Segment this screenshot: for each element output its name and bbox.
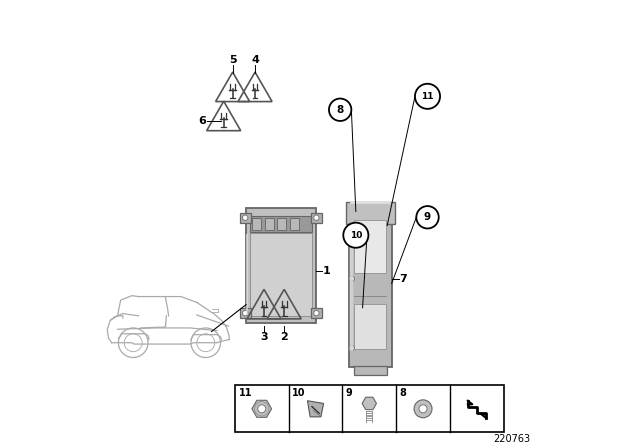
Polygon shape <box>307 401 324 417</box>
Text: 2: 2 <box>280 332 288 342</box>
FancyBboxPatch shape <box>250 216 312 232</box>
Circle shape <box>314 215 319 220</box>
Circle shape <box>417 206 439 228</box>
Text: 6: 6 <box>198 116 205 126</box>
Text: 8: 8 <box>337 105 344 115</box>
Text: 4: 4 <box>251 55 259 65</box>
Text: 11: 11 <box>421 92 434 101</box>
Text: 11: 11 <box>239 388 252 398</box>
FancyBboxPatch shape <box>346 202 396 224</box>
FancyBboxPatch shape <box>250 233 312 316</box>
Circle shape <box>329 99 351 121</box>
Text: 7: 7 <box>400 274 408 284</box>
Circle shape <box>349 345 355 351</box>
Text: 8: 8 <box>400 388 406 398</box>
FancyBboxPatch shape <box>240 308 250 318</box>
FancyBboxPatch shape <box>265 218 274 230</box>
FancyBboxPatch shape <box>311 213 322 223</box>
Circle shape <box>415 84 440 109</box>
FancyBboxPatch shape <box>290 218 299 230</box>
Text: 9: 9 <box>424 212 431 222</box>
FancyBboxPatch shape <box>355 220 387 273</box>
FancyBboxPatch shape <box>246 208 316 323</box>
FancyBboxPatch shape <box>355 304 387 349</box>
FancyBboxPatch shape <box>235 385 504 432</box>
Circle shape <box>349 276 355 281</box>
FancyBboxPatch shape <box>353 366 387 375</box>
Circle shape <box>414 400 432 418</box>
Circle shape <box>314 310 319 316</box>
Text: 10: 10 <box>349 231 362 240</box>
Circle shape <box>343 223 369 248</box>
FancyBboxPatch shape <box>240 213 250 223</box>
Circle shape <box>419 405 427 413</box>
FancyBboxPatch shape <box>277 218 287 230</box>
Circle shape <box>349 233 355 238</box>
FancyBboxPatch shape <box>349 206 392 367</box>
Text: 5: 5 <box>229 55 236 65</box>
Circle shape <box>243 310 248 316</box>
Text: 9: 9 <box>346 388 353 398</box>
Text: 220763: 220763 <box>493 434 531 444</box>
Circle shape <box>243 215 248 220</box>
Circle shape <box>258 405 266 413</box>
Text: 1: 1 <box>323 266 330 276</box>
FancyBboxPatch shape <box>252 218 261 230</box>
Text: 3: 3 <box>260 332 268 342</box>
Text: 10: 10 <box>292 388 306 398</box>
FancyBboxPatch shape <box>311 308 322 318</box>
